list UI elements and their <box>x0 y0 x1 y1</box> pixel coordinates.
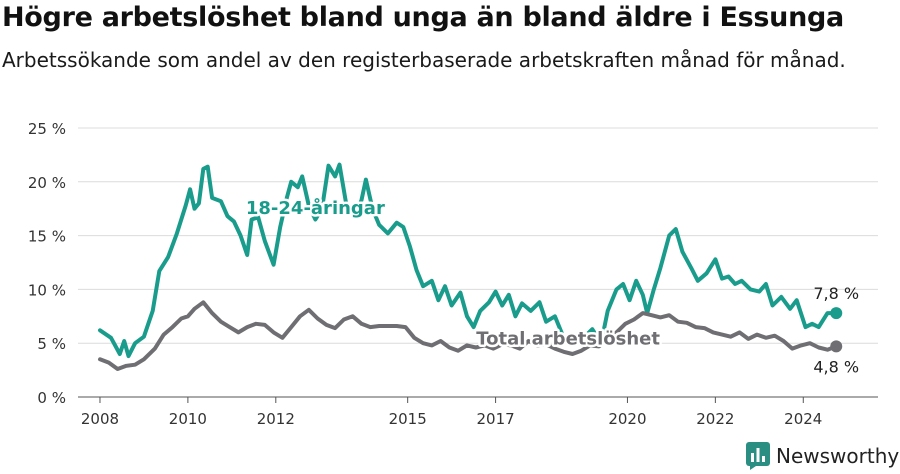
x-tick-label: 2024 <box>784 410 822 428</box>
series-end-label-1: 4,8 % <box>813 357 859 376</box>
y-tick-label: 25 % <box>28 120 66 138</box>
series-line-0 <box>98 162 839 359</box>
brand-name: Newsworthy <box>776 444 900 468</box>
series-annotation-0: 18-24-åringar <box>246 197 385 219</box>
x-tick-label: 2012 <box>257 410 295 428</box>
y-tick-label: 5 % <box>37 335 66 353</box>
x-tick-label: 2010 <box>169 410 207 428</box>
series-end-label-0: 7,8 % <box>813 284 859 303</box>
series-annotation-1: Total arbetslöshet <box>476 328 660 349</box>
page-title: Högre arbetslöshet bland unga än bland ä… <box>2 2 844 33</box>
page-subtitle: Arbetssökande som andel av den registerb… <box>2 48 846 72</box>
series-end-point-1 <box>830 340 843 353</box>
y-tick-label: 20 % <box>28 174 66 192</box>
series-end-point-0 <box>830 307 843 320</box>
x-tick-label: 2022 <box>696 410 734 428</box>
y-tick-label: 15 % <box>28 228 66 246</box>
y-tick-label: 10 % <box>28 281 66 299</box>
x-tick-label: 2017 <box>476 410 514 428</box>
x-tick-label: 2015 <box>389 410 427 428</box>
x-tick-label: 2020 <box>608 410 646 428</box>
brand: Newsworthy <box>746 442 899 470</box>
series-line-1 <box>98 300 839 371</box>
newsworthy-logo-icon <box>746 442 770 470</box>
x-tick-label: 2008 <box>81 410 119 428</box>
y-tick-label: 0 % <box>37 389 66 407</box>
